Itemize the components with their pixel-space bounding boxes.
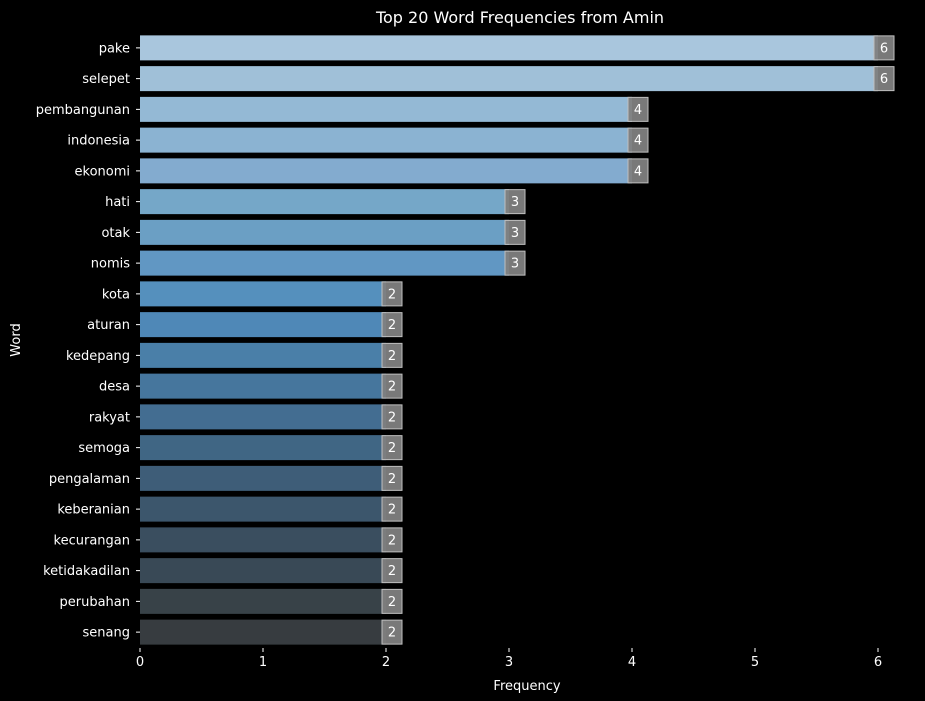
data-label-box <box>627 96 649 122</box>
data-label-box <box>627 158 649 184</box>
bar-otak <box>140 219 509 245</box>
y-tick-label: hati <box>105 195 130 210</box>
data-label: 2 <box>388 318 396 333</box>
data-label: 2 <box>388 287 396 302</box>
y-tick-label: kota <box>102 287 130 302</box>
x-tick-label: 1 <box>259 655 267 670</box>
bar-pengalaman <box>140 465 386 491</box>
x-tick-label: 3 <box>505 655 513 670</box>
data-label: 3 <box>511 226 519 241</box>
data-label-box <box>381 312 403 338</box>
y-tick-label: ekonomi <box>75 164 131 179</box>
data-label-box <box>381 342 403 368</box>
x-axis: 0 1 2 3 4 5 6 <box>136 648 882 670</box>
bar-pembangunan <box>140 96 632 122</box>
data-label-box <box>381 558 403 584</box>
x-tick-label: 0 <box>136 655 144 670</box>
data-label-box <box>381 435 403 461</box>
data-label: 6 <box>880 41 888 56</box>
data-label-box <box>381 527 403 553</box>
bar-perubahan <box>140 588 386 614</box>
data-label-box <box>381 619 403 645</box>
bar-ketidakadilan <box>140 558 386 584</box>
data-label-box <box>873 66 895 92</box>
data-label: 4 <box>634 164 642 179</box>
y-tick-label: rakyat <box>89 410 130 425</box>
data-label-box <box>504 219 526 245</box>
data-label: 2 <box>388 349 396 364</box>
data-label-box <box>381 404 403 430</box>
data-label: 2 <box>388 380 396 395</box>
data-label-box <box>381 281 403 307</box>
bar-hati <box>140 189 509 215</box>
data-label: 4 <box>634 134 642 149</box>
bars-layer <box>140 35 878 645</box>
data-label: 3 <box>511 195 519 210</box>
bar-pake <box>140 35 878 61</box>
y-tick-label: perubahan <box>60 595 131 610</box>
data-label: 2 <box>388 410 396 425</box>
y-tick-label: otak <box>101 226 130 241</box>
bar-rakyat <box>140 404 386 430</box>
data-label-box <box>873 35 895 61</box>
bar-desa <box>140 373 386 399</box>
x-axis-label: Frequency <box>493 679 560 694</box>
data-label-box <box>381 465 403 491</box>
y-tick-label: selepet <box>82 72 130 87</box>
chart-title: Top 20 Word Frequencies from Amin <box>375 8 664 27</box>
data-label: 2 <box>388 564 396 579</box>
x-tick-label: 4 <box>628 655 636 670</box>
data-labels-layer: 6 6 4 4 4 3 3 3 2 2 2 2 2 2 2 2 2 2 2 2 <box>381 35 895 645</box>
data-label-box <box>381 496 403 522</box>
x-tick-label: 6 <box>874 655 882 670</box>
data-label-box <box>381 588 403 614</box>
y-tick-label: pengalaman <box>49 472 130 487</box>
data-label: 4 <box>634 103 642 118</box>
y-axis-label: Word <box>9 323 24 356</box>
data-label: 2 <box>388 595 396 610</box>
y-tick-label: desa <box>99 380 130 395</box>
y-tick-label: senang <box>83 626 130 641</box>
data-label-box <box>504 189 526 215</box>
bar-kota <box>140 281 386 307</box>
bar-ekonomi <box>140 158 632 184</box>
data-label-box <box>504 250 526 276</box>
data-label: 6 <box>880 72 888 87</box>
data-label: 2 <box>388 533 396 548</box>
data-label-box <box>627 127 649 153</box>
bar-aturan <box>140 312 386 338</box>
y-tick-label: aturan <box>87 318 130 333</box>
y-tick-label: ketidakadilan <box>43 564 130 579</box>
data-label: 2 <box>388 441 396 456</box>
bar-semoga <box>140 435 386 461</box>
data-label: 3 <box>511 257 519 272</box>
bar-nomis <box>140 250 509 276</box>
y-tick-label: keberanian <box>57 503 130 518</box>
bar-indonesia <box>140 127 632 153</box>
bar-selepet <box>140 66 878 92</box>
data-label: 2 <box>388 626 396 641</box>
x-tick-label: 5 <box>751 655 759 670</box>
y-tick-label: nomis <box>91 257 130 272</box>
y-tick-label: pembangunan <box>36 103 130 118</box>
y-tick-label: kedepang <box>66 349 130 364</box>
data-label-box <box>381 373 403 399</box>
bar-keberanian <box>140 496 386 522</box>
y-tick-label: semoga <box>78 441 130 456</box>
bar-kedepang <box>140 342 386 368</box>
x-tick-label: 2 <box>382 655 390 670</box>
y-tick-labels: pake selepet pembangunan indonesia ekonomi ha… <box>36 41 140 641</box>
bar-senang <box>140 619 386 645</box>
y-tick-label: indonesia <box>67 134 130 149</box>
data-label: 2 <box>388 503 396 518</box>
data-label: 2 <box>388 472 396 487</box>
y-tick-label: pake <box>99 41 130 56</box>
bar-kecurangan <box>140 527 386 553</box>
y-tick-label: kecurangan <box>54 533 130 548</box>
